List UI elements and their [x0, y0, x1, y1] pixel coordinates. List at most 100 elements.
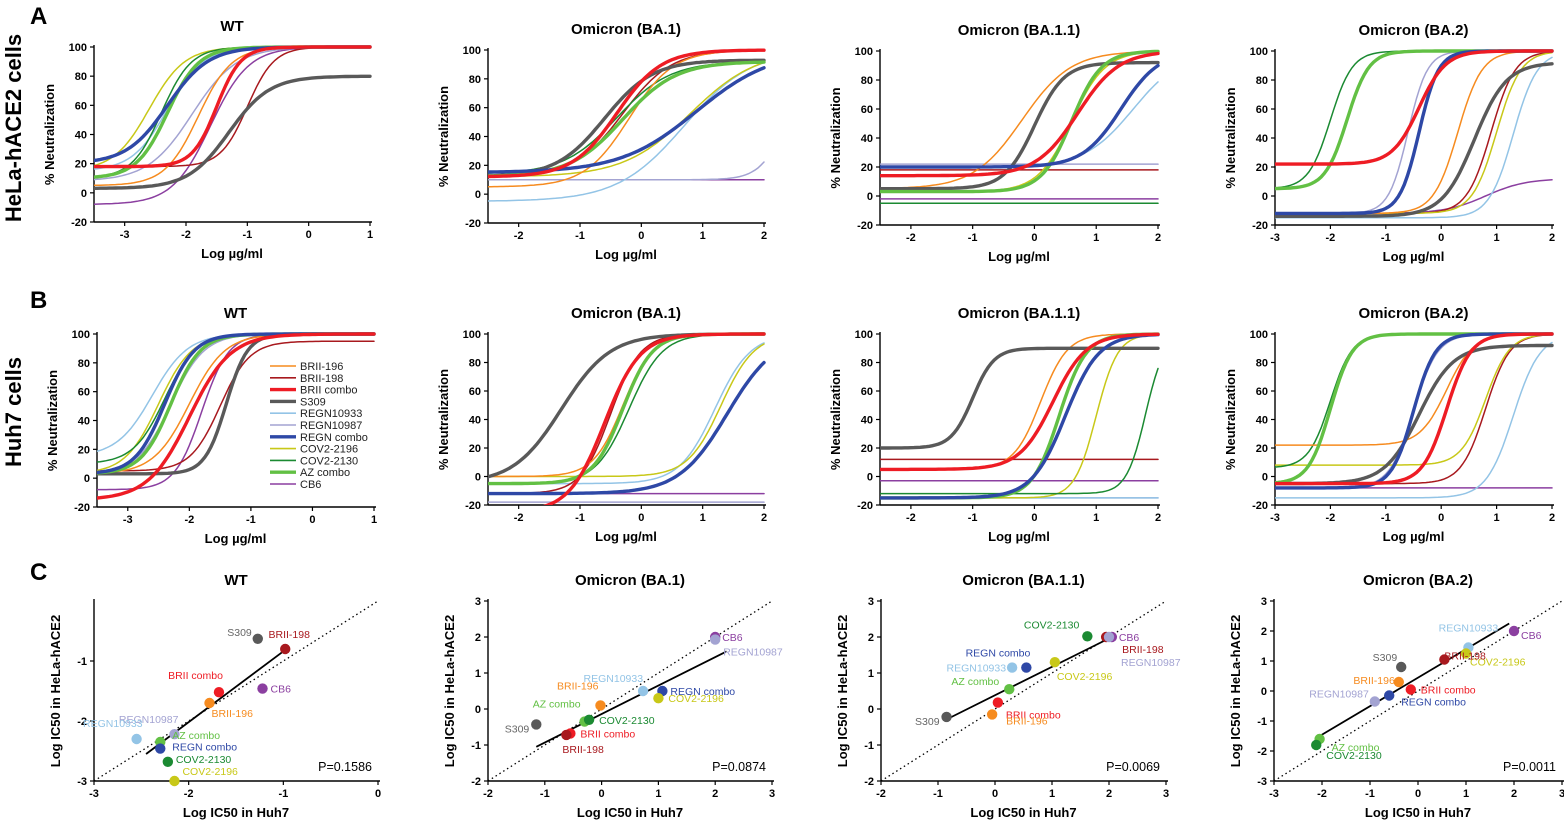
curve-cov2-2196 — [880, 333, 1159, 499]
point-brii-combo — [1405, 684, 1417, 695]
curve-brii-combo — [1275, 49, 1554, 166]
p-value: P=0.0874 — [712, 760, 766, 774]
point-label-az-combo: AZ combo — [951, 676, 999, 688]
curve-az-combo — [488, 332, 766, 486]
point-label-cov2-2130: COV2-2130 — [176, 754, 232, 766]
y-tick-label: 60 — [861, 386, 873, 398]
x-axis-label: Log µg/ml — [988, 529, 1050, 544]
x-tick-label: -3 — [89, 788, 99, 800]
point-regn10933 — [637, 685, 649, 697]
curve-az-combo — [880, 332, 1160, 500]
point-label-az-combo: AZ combo — [1332, 742, 1380, 754]
point-cov2-2130 — [583, 714, 595, 725]
x-axis-label: Log IC50 in Huh7 — [183, 805, 289, 820]
panel-label-b: B — [30, 287, 47, 314]
y-tick-label: -3 — [77, 776, 87, 788]
curve-brii-198 — [488, 333, 765, 495]
point-label-cb6: CB6 — [722, 632, 743, 644]
y-axis-label: Log IC50 in HeLa-hACE2 — [442, 615, 457, 767]
x-tick-label: -3 — [1270, 512, 1280, 524]
y-tick-label: -20 — [857, 220, 873, 232]
curve-regn-combo — [880, 332, 1160, 500]
y-axis-label: % Neutralization — [45, 370, 60, 471]
y-tick-label: 80 — [861, 358, 873, 370]
point-label-cov2-2196: COV2-2196 — [182, 766, 238, 778]
legend-label-cov2-2196: COV2-2196 — [300, 444, 358, 456]
y-tick-label: 100 — [463, 45, 481, 57]
x-tick-label: 2 — [712, 788, 718, 800]
y-tick-label: 3 — [475, 596, 481, 608]
curves — [97, 332, 376, 500]
plot-b-wt: WT -3 -2 -1 0 1 -20 0 20 40 60 80 100 Log µg/ml % Neut… — [45, 305, 377, 546]
x-tick-label: -1 — [1381, 512, 1391, 524]
curve-brii-combo — [94, 45, 372, 169]
x-tick-label: 1 — [655, 788, 661, 800]
curve-s309 — [1275, 62, 1554, 218]
x-tick-label: -1 — [1381, 232, 1391, 244]
x-tick-label: 2 — [1155, 512, 1161, 524]
point-label-brii-198: BRII-198 — [562, 744, 604, 756]
y-tick-label: 0 — [475, 704, 481, 716]
curve-regn10933 — [488, 61, 765, 202]
x-tick-label: -1 — [968, 232, 978, 244]
point-label-regn10933: REGN10933 — [1439, 623, 1499, 635]
y-tick-label: 0 — [1261, 686, 1267, 698]
y-axis-label: Log IC50 in HeLa-hACE2 — [835, 615, 850, 767]
y-tick-label: 40 — [469, 132, 481, 144]
y-tick-label: 60 — [469, 386, 481, 398]
y-tick-label: 3 — [868, 596, 874, 608]
x-axis-label: Log IC50 in Huh7 — [970, 805, 1076, 820]
point-regn10933 — [131, 733, 142, 745]
x-tick-label: -2 — [906, 512, 916, 524]
plot-c-omicron-ba-2: Omicron (BA.2) -3 -2 -1 0 1 2 3 -3 -2 -1 0 1 2 3 Log IC… — [1228, 572, 1564, 820]
y-tick-label: 0 — [475, 189, 481, 201]
point-label-s309: S309 — [505, 723, 530, 735]
point-s309 — [1396, 661, 1407, 673]
x-tick-label: 2 — [1511, 788, 1517, 800]
x-tick-label: 0 — [638, 512, 644, 524]
point-label-regn10987: REGN10987 — [1121, 657, 1181, 669]
y-tick-label: 100 — [855, 46, 873, 58]
curves — [1275, 332, 1554, 499]
x-tick-label: -1 — [575, 230, 585, 242]
plot-title: Omicron (BA.2) — [1358, 22, 1468, 39]
plot-a-omicron-ba-1-1: Omicron (BA.1.1) -2 -1 0 1 2 -20 0 20 40 60 80 100 Lo… — [828, 22, 1161, 264]
y-tick-label: -2 — [1257, 746, 1267, 758]
x-tick-label: 1 — [1494, 232, 1500, 244]
point-regn10933 — [1006, 662, 1018, 673]
y-tick-label: 20 — [78, 444, 90, 456]
point-brii-196 — [595, 700, 606, 711]
x-tick-label: -3 — [1270, 232, 1280, 244]
curve-regn10933 — [1275, 341, 1553, 499]
y-tick-label: 0 — [868, 704, 874, 716]
y-tick-label: -2 — [864, 776, 874, 788]
y-tick-label: -1 — [1257, 716, 1267, 728]
y-tick-label: 0 — [475, 472, 481, 484]
y-tick-label: 20 — [469, 160, 481, 172]
curve-s309 — [880, 346, 1160, 450]
x-tick-label: 0 — [1415, 788, 1421, 800]
curve-brii-combo — [1275, 332, 1554, 486]
point-regn-combo — [1384, 690, 1395, 701]
y-tick-label: -3 — [1257, 776, 1267, 788]
y-tick-label: -2 — [77, 716, 87, 728]
point-label-cov2-2196: COV2-2196 — [1057, 671, 1113, 683]
point-s309 — [252, 633, 263, 644]
x-tick-label: 3 — [769, 788, 775, 800]
x-tick-label: 0 — [309, 514, 315, 526]
curve-cb6 — [1275, 179, 1553, 215]
point-brii-198 — [1439, 654, 1450, 665]
point-label-regn-combo: REGN combo — [966, 648, 1031, 660]
plot-b-omicron-ba-1: Omicron (BA.1) -2 -1 0 1 2 -20 0 20 40 60 80 100 Log … — [436, 305, 767, 544]
x-tick-label: 0 — [306, 229, 312, 241]
y-axis-label: % Neutralization — [1223, 369, 1238, 470]
plot-title: Omicron (BA.1.1) — [962, 572, 1085, 589]
curve-brii-196 — [880, 50, 1159, 190]
x-tick-label: 1 — [700, 230, 706, 242]
y-tick-label: 20 — [469, 443, 481, 455]
point-label-az-combo: AZ combo — [172, 730, 220, 742]
x-tick-label: 2 — [1549, 232, 1555, 244]
x-tick-label: -2 — [184, 788, 194, 800]
y-tick-label: 2 — [475, 632, 481, 644]
